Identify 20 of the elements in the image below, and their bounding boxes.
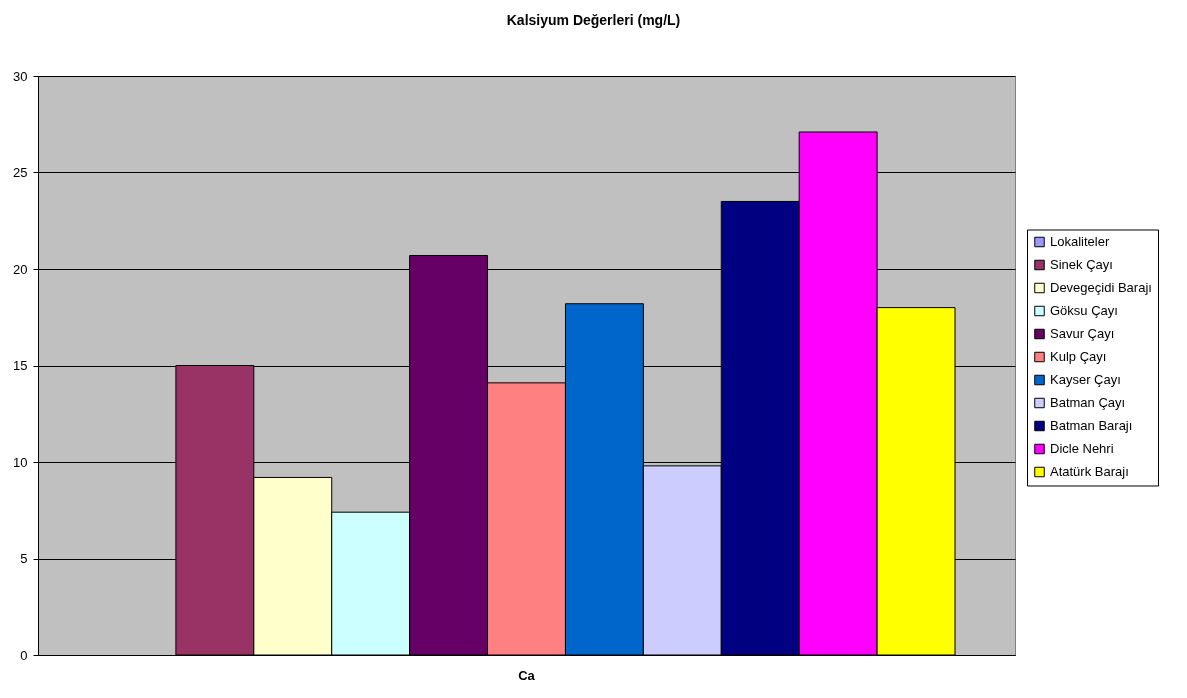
y-tick-label: 25	[13, 165, 28, 180]
legend-label: Batman Barajı	[1050, 418, 1133, 433]
y-tick-label: 0	[20, 647, 28, 663]
legend-label: Göksu Çayı	[1050, 303, 1118, 318]
y-tick-label: 15	[13, 358, 28, 373]
legend-label: Kulp Çayı	[1050, 349, 1107, 364]
y-tick-label: 5	[20, 551, 28, 566]
chart-title: Kalsiyum Değerleri (mg/L)	[506, 12, 681, 28]
legend-label: Savur Çayı	[1050, 326, 1115, 341]
legend-label: Lokaliteler	[1050, 234, 1110, 249]
legend-label: Sinek Çayı	[1050, 257, 1113, 272]
y-tick-label: 10	[13, 454, 28, 470]
legend-label: Devegeçidi Barajı	[1050, 280, 1152, 295]
y-tick-label: 30	[13, 68, 28, 84]
legend-label: Dicle Nehri	[1050, 441, 1114, 456]
y-tick-label: 20	[13, 261, 28, 277]
x-tick-label: Ca	[518, 667, 536, 683]
legend-label: Kayser Çayı	[1050, 372, 1121, 387]
legend-label: Batman Çayı	[1050, 395, 1126, 410]
legend-label: Atatürk Barajı	[1050, 464, 1129, 479]
